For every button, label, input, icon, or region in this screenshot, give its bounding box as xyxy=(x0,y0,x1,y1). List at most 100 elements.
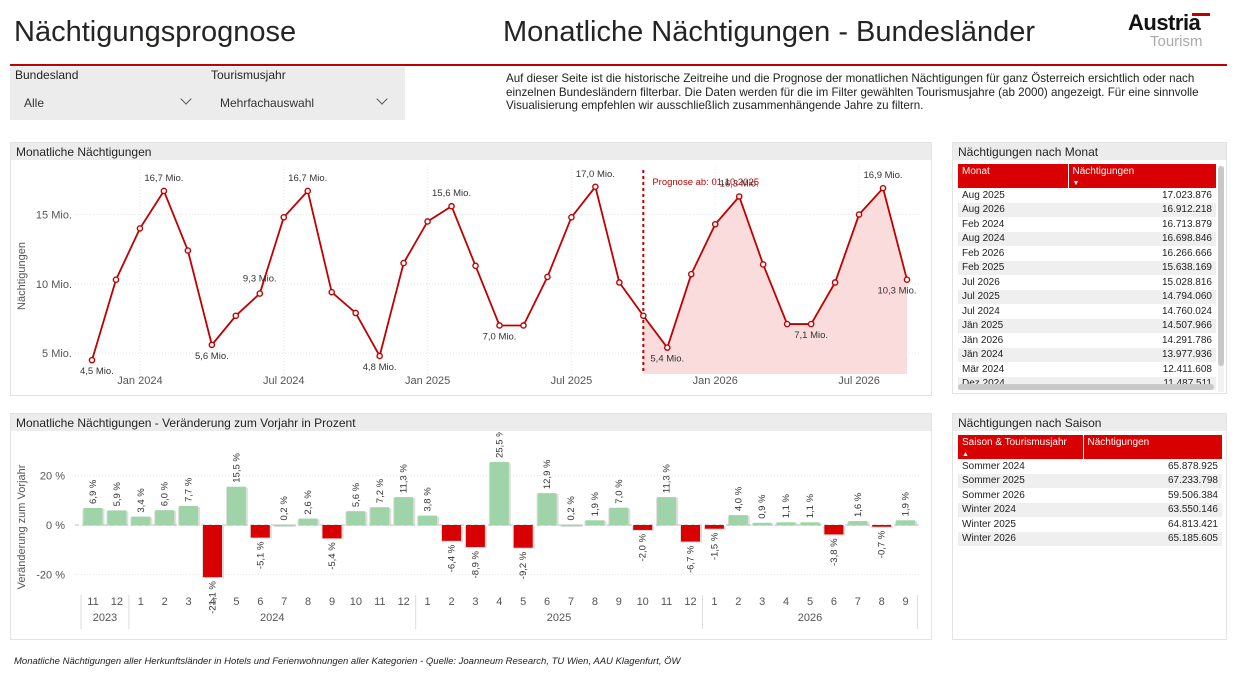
data-point xyxy=(448,202,455,210)
table-row[interactable]: Sommer 2026 59.506.384 xyxy=(958,488,1222,503)
cell-value: 65.878.925 xyxy=(1167,460,1218,472)
cell-value: 14.291.786 xyxy=(1161,334,1212,346)
table-row[interactable]: Winter 2026 65.185.605 xyxy=(958,531,1222,546)
table-row[interactable]: Winter 2025 64.813.421 xyxy=(958,517,1222,532)
data-label: -5,1 % xyxy=(255,541,266,569)
cell-label: Sommer 2025 xyxy=(962,475,1025,487)
x-tick-label: 3 xyxy=(472,596,478,608)
table-monat-body[interactable]: Monat Nächtigungen ▼ Aug 2025 17.023.876 Au… xyxy=(958,164,1216,390)
table-row[interactable]: Winter 2024 63.550.146 xyxy=(958,502,1222,517)
data-label: -3,8 % xyxy=(829,538,840,566)
cell-label: Aug 2025 xyxy=(962,189,1005,201)
data-point xyxy=(472,262,479,270)
data-label: 16,3 Mio. xyxy=(720,179,759,190)
table-row[interactable]: Jul 2025 14.794.060 xyxy=(958,289,1216,304)
bar xyxy=(776,522,796,525)
x-tick-label: 7 xyxy=(281,596,287,608)
tourismusjahr-value: Mehrfachauswahl xyxy=(220,96,315,110)
cell-label: Jän 2025 xyxy=(962,320,1004,332)
data-label: 1,6 % xyxy=(853,492,864,517)
vertical-scrollbar[interactable] xyxy=(1218,166,1224,392)
table-row[interactable]: Mär 2024 12.411.608 xyxy=(958,362,1216,377)
bar-chart[interactable]: 20 % 0 % -20 % Veränderung zum Vorjahr 6,9 %… xyxy=(11,432,931,640)
data-label: -9,2 % xyxy=(518,551,529,579)
data-label: 0,9 % xyxy=(757,494,768,519)
table-row[interactable]: Jän 2026 14.291.786 xyxy=(958,333,1216,348)
data-point xyxy=(424,218,431,225)
cell-label: Winter 2024 xyxy=(962,504,1016,516)
bundesland-dropdown[interactable]: Alle xyxy=(20,89,202,115)
y-axis-label: Veränderung zum Vorjahr xyxy=(16,464,28,589)
table-row[interactable]: Aug 2024 16.698.846 xyxy=(958,231,1216,246)
data-point xyxy=(352,309,359,317)
data-label: 3,4 % xyxy=(136,488,147,513)
x-tick-label: 12 xyxy=(684,596,696,608)
col-monat[interactable]: Monat xyxy=(962,166,990,177)
x-tick-label: 1 xyxy=(138,596,144,608)
cell-label: Winter 2025 xyxy=(962,518,1016,530)
bar-shadow xyxy=(871,526,894,528)
x-tick-label: 6 xyxy=(544,596,550,608)
cell-label: Feb 2025 xyxy=(962,262,1005,274)
table-row[interactable]: Jän 2025 14.507.966 xyxy=(958,318,1216,333)
x-tick-label: Jul 2024 xyxy=(263,375,305,387)
table-saison-body[interactable]: Saison & Tourismusjahr ▲ Nächtigungen Som… xyxy=(958,435,1222,546)
bar xyxy=(442,525,461,541)
tourismusjahr-dropdown[interactable]: Mehrfachauswahl xyxy=(216,89,398,115)
bundesland-value: Alle xyxy=(24,96,45,110)
data-label: 16,7 Mio. xyxy=(288,173,327,184)
bar-shadow xyxy=(273,525,296,528)
bar xyxy=(298,518,318,525)
bar xyxy=(848,521,868,525)
table-monat-title: Nächtigungen nach Monat xyxy=(953,143,1226,160)
data-point xyxy=(640,312,647,320)
cell-value: 63.550.146 xyxy=(1167,504,1218,516)
data-point xyxy=(831,279,839,286)
table-row[interactable]: Aug 2026 16.912.218 xyxy=(958,202,1216,217)
bar xyxy=(561,524,581,527)
table-row[interactable]: Feb 2026 16.266.666 xyxy=(958,246,1216,261)
horizontal-scrollbar[interactable] xyxy=(958,384,1214,390)
cell-label: Sommer 2026 xyxy=(962,489,1025,501)
bar xyxy=(896,520,916,525)
data-point xyxy=(376,352,383,360)
table-row[interactable]: Jul 2026 15.028.816 xyxy=(958,275,1216,290)
col-saison[interactable]: Saison & Tourismusjahr ▲ xyxy=(958,435,1083,459)
table-row[interactable]: Sommer 2025 67.233.798 xyxy=(958,473,1222,488)
scrollbar-thumb[interactable] xyxy=(1218,166,1224,366)
table-row[interactable]: Sommer 2024 65.878.925 xyxy=(958,459,1222,474)
table-row[interactable]: Feb 2025 15.638.169 xyxy=(958,260,1216,275)
cell-value: 65.185.605 xyxy=(1167,533,1218,545)
data-point xyxy=(160,187,168,195)
data-point xyxy=(184,247,192,254)
bar xyxy=(394,497,414,525)
data-point xyxy=(112,276,120,284)
cell-value: 17.023.876 xyxy=(1161,189,1212,201)
line-chart[interactable]: 5 Mio. 10 Mio. 15 Mio. Jan 2024 Jul 2024 Jan … xyxy=(11,161,931,396)
data-label: 5,6 % xyxy=(351,482,362,507)
bar xyxy=(107,510,127,525)
bar xyxy=(609,507,629,525)
bar xyxy=(83,507,103,525)
x-tick-label: 6 xyxy=(257,596,263,608)
cell-value: 16.713.879 xyxy=(1161,218,1212,230)
x-tick-label: 9 xyxy=(329,596,335,608)
data-point xyxy=(592,183,599,191)
col-naechtigungen[interactable]: Nächtigungen ▼ xyxy=(1067,164,1216,188)
x-tick-label: 12 xyxy=(398,596,410,608)
data-label: 4,8 Mio. xyxy=(363,362,397,373)
cell-value: 64.813.421 xyxy=(1167,518,1218,530)
data-point xyxy=(855,211,863,218)
data-point xyxy=(400,259,407,267)
data-label: 3,8 % xyxy=(423,487,434,512)
bar xyxy=(824,525,844,535)
table-row[interactable]: Jän 2024 13.977.936 xyxy=(958,347,1216,362)
forecast-area xyxy=(643,188,907,374)
table-row[interactable]: Feb 2024 16.713.879 xyxy=(958,217,1216,232)
col-naechtigungen[interactable]: Nächtigungen xyxy=(1082,435,1222,459)
data-point xyxy=(136,225,144,232)
table-row[interactable]: Jul 2024 14.760.024 xyxy=(958,304,1216,319)
table-row[interactable]: Aug 2025 17.023.876 xyxy=(958,188,1216,203)
data-point xyxy=(759,261,767,268)
data-point xyxy=(735,193,743,200)
